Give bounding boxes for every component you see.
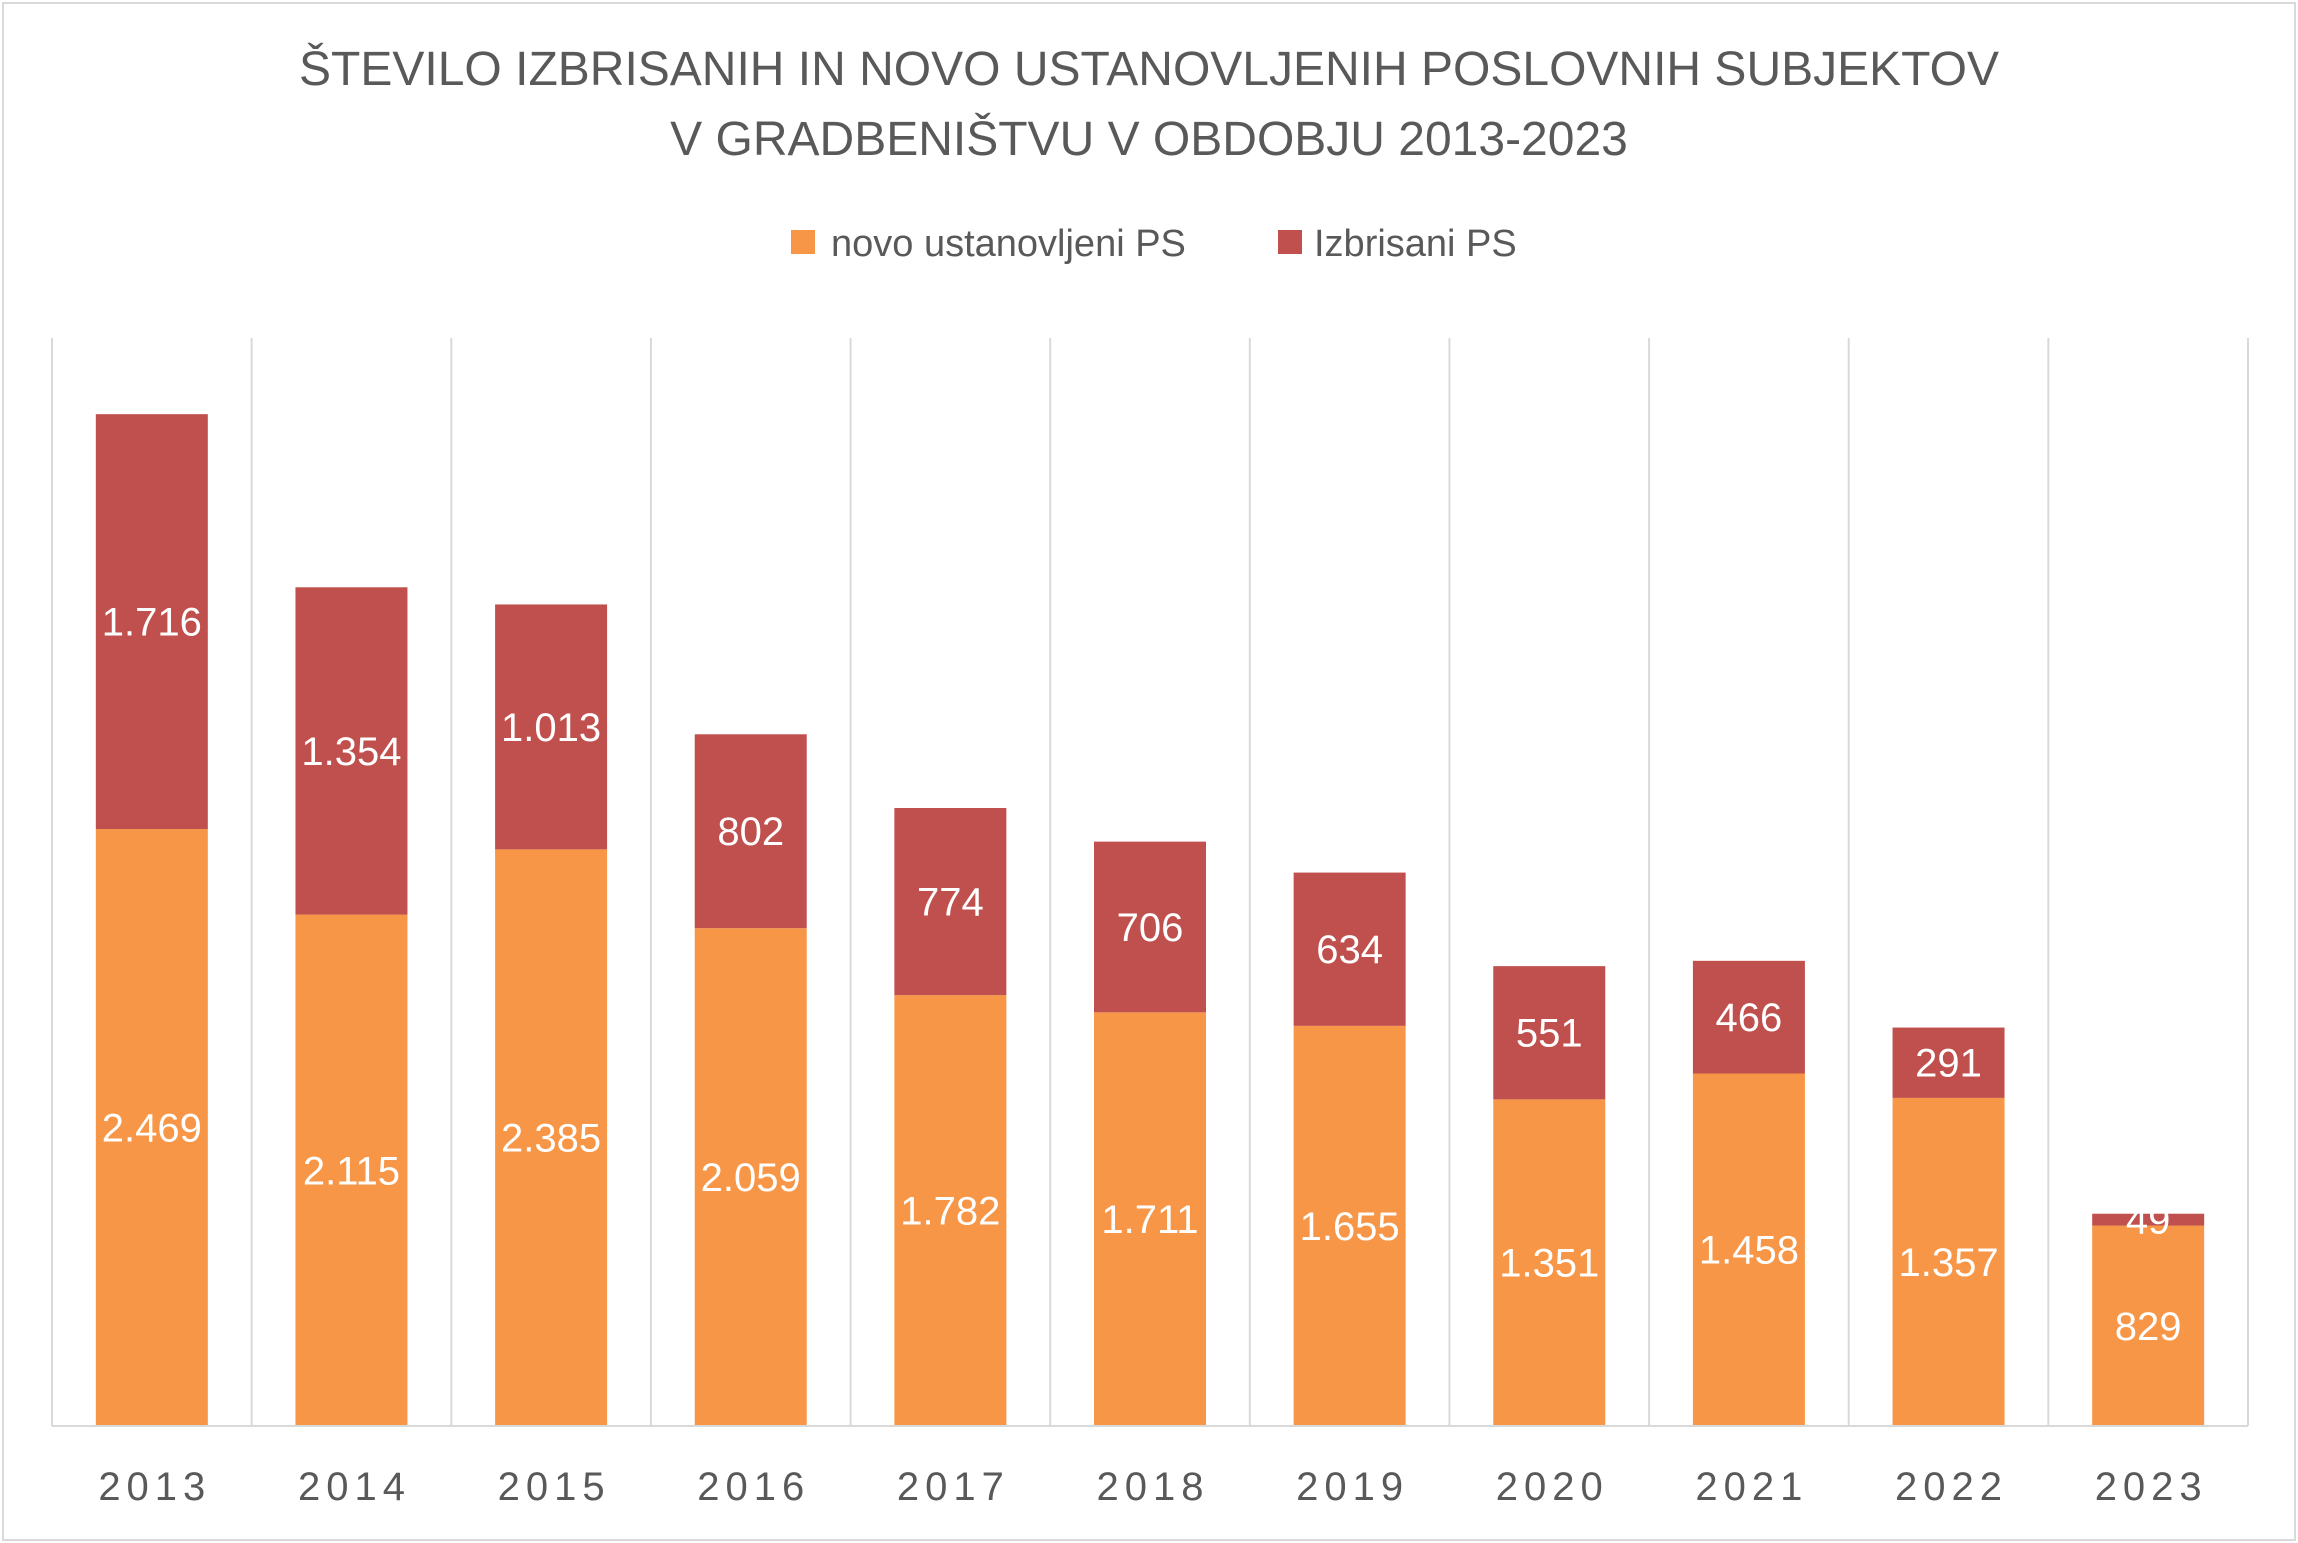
x-tick-2017: 2017 xyxy=(897,1465,1010,1509)
data-label-new-2017: 1.782 xyxy=(900,1190,1000,1234)
bar-new-2019 xyxy=(1293,1025,1406,1426)
bar-deleted-2016 xyxy=(694,734,807,929)
legend-label-new: novo ustanovljeni PS xyxy=(831,223,1186,265)
x-tick-2019: 2019 xyxy=(1296,1465,1409,1509)
bar-new-2017 xyxy=(894,995,1007,1426)
bar-deleted-2023 xyxy=(2092,1213,2205,1226)
data-label-deleted-2021: 466 xyxy=(1716,996,1783,1040)
bar-deleted-2022 xyxy=(1892,1027,2005,1098)
legend-label-deleted: Izbrisani PS xyxy=(1314,223,1517,265)
bar-deleted-2017 xyxy=(894,808,1007,996)
legend-swatch-deleted xyxy=(1278,230,1302,254)
x-tick-2014: 2014 xyxy=(298,1465,411,1509)
data-label-new-2022: 1.357 xyxy=(1898,1241,1998,1285)
data-label-deleted-2016: 802 xyxy=(717,810,784,854)
legend: novo ustanovljeni PS Izbrisani PS xyxy=(791,223,1517,265)
bar-deleted-2021 xyxy=(1692,960,1805,1074)
bar-new-2023 xyxy=(2092,1225,2205,1426)
x-tick-2021: 2021 xyxy=(1695,1465,1808,1509)
data-label-new-2014: 2.115 xyxy=(303,1149,400,1193)
data-label-new-2020: 1.351 xyxy=(1499,1242,1599,1286)
data-label-new-2021: 1.458 xyxy=(1699,1229,1799,1273)
data-label-new-2015: 2.385 xyxy=(501,1117,601,1161)
x-tick-2016: 2016 xyxy=(697,1465,810,1509)
data-label-deleted-2018: 706 xyxy=(1117,906,1184,950)
vertical-gridlines xyxy=(51,338,2249,1426)
legend-swatch-new xyxy=(791,230,815,254)
bar-deleted-2019 xyxy=(1293,872,1406,1026)
bar-new-2022 xyxy=(1892,1097,2005,1426)
x-tick-2015: 2015 xyxy=(498,1465,611,1509)
data-label-deleted-2017: 774 xyxy=(917,881,984,925)
bars xyxy=(95,414,2205,1426)
data-label-new-2016: 2.059 xyxy=(701,1156,801,1200)
data-label-new-2019: 1.655 xyxy=(1300,1205,1400,1249)
data-label-new-2023: 829 xyxy=(2115,1305,2182,1349)
x-tick-2018: 2018 xyxy=(1097,1465,1210,1509)
data-label-new-2013: 2.469 xyxy=(102,1107,202,1151)
bar-new-2014 xyxy=(295,914,408,1426)
data-label-deleted-2015: 1.013 xyxy=(501,706,601,750)
bar-new-2015 xyxy=(495,849,608,1426)
bar-deleted-2015 xyxy=(495,604,608,850)
x-tick-2023: 2023 xyxy=(2095,1465,2208,1509)
data-label-deleted-2022: 291 xyxy=(1915,1042,1982,1086)
data-label-deleted-2019: 634 xyxy=(1316,928,1383,972)
data-labels: 2.469 1.716 2.115 1.354 2.385 1.013 2.059 802 1.… xyxy=(102,601,2182,1349)
x-tick-2013: 2013 xyxy=(98,1465,211,1509)
bar-new-2021 xyxy=(1692,1073,1805,1426)
data-label-deleted-2014: 1.354 xyxy=(301,730,401,774)
bar-deleted-2013 xyxy=(95,414,208,830)
bar-deleted-2020 xyxy=(1493,966,1606,1100)
x-tick-2020: 2020 xyxy=(1496,1465,1609,1509)
bar-new-2018 xyxy=(1094,1012,1206,1426)
data-label-deleted-2013: 1.716 xyxy=(102,601,202,645)
bar-new-2013 xyxy=(95,829,208,1426)
bar-deleted-2018 xyxy=(1094,841,1206,1013)
chart-title-line-2: V GRADBENIŠTVU V OBDOBJU 2013-2023 xyxy=(670,112,1628,166)
bar-deleted-2014 xyxy=(295,587,408,915)
x-tick-2022: 2022 xyxy=(1895,1465,2008,1509)
x-axis-tick-labels: 2013 2014 2015 2016 2017 2018 2019 2020 2021 2022… xyxy=(98,1465,2208,1509)
data-label-deleted-2020: 551 xyxy=(1516,1012,1583,1056)
data-label-new-2018: 1.711 xyxy=(1101,1198,1198,1242)
bar-new-2016 xyxy=(694,928,807,1426)
bar-new-2020 xyxy=(1493,1099,1606,1426)
data-label-deleted-2023: 49 xyxy=(2126,1199,2171,1243)
chart-title-line-1: ŠTEVILO IZBRISANIH IN NOVO USTANOVLJENIH… xyxy=(299,42,1999,96)
